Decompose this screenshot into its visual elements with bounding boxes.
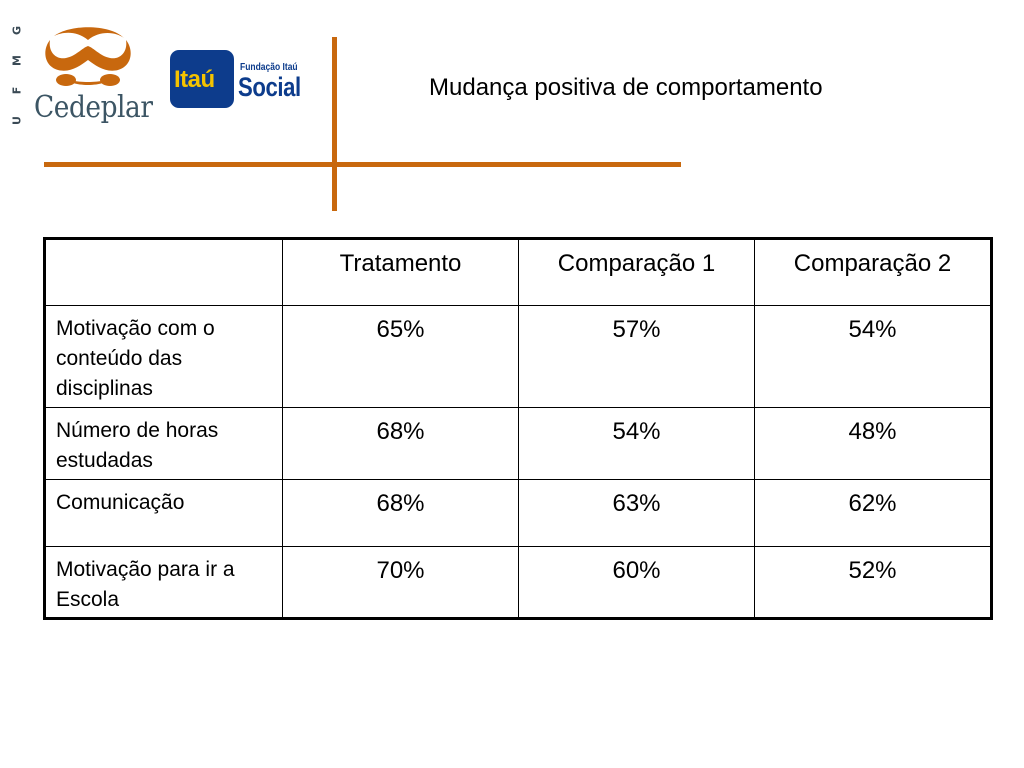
cell-value: 68% [282,407,519,480]
table-header-tratamento: Tratamento [282,238,519,306]
itau-logo-text: Itaú [174,66,215,93]
cell-value: 54% [518,407,755,480]
row-label: Motivação para ir a Escola [44,546,283,619]
cedeplar-logo-mark [45,27,131,86]
ufmg-letter: U [10,116,24,125]
fundacao-itau-text: Fundação Itaú [240,62,298,73]
table-header-comparacao-1: Comparação 1 [518,238,755,306]
table-row: Motivação com o conteúdo das disciplinas… [44,305,992,408]
cell-value: 63% [518,479,755,547]
orange-horizontal-divider [44,162,681,167]
itau-logo: Itaú [170,50,234,108]
ufmg-letter: G [10,25,24,36]
table-row: Motivação para ir a Escola 70% 60% 52% [44,546,992,619]
ufmg-letter: F [10,86,24,95]
table-header-row: Tratamento Comparação 1 Comparação 2 [44,238,992,306]
cedeplar-logo-text: Cedeplar [34,90,153,125]
row-label: Comunicação [44,479,283,547]
cell-value: 57% [518,305,755,408]
cell-value: 54% [754,305,992,408]
cell-value: 70% [282,546,519,619]
results-table: Tratamento Comparação 1 Comparação 2 Mot… [43,237,993,620]
table-row: Comunicação 68% 63% 62% [44,479,992,547]
cell-value: 62% [754,479,992,547]
ufmg-letter: M [10,55,24,66]
table-header-comparacao-2: Comparação 2 [754,238,992,306]
cell-value: 52% [754,546,992,619]
cell-value: 60% [518,546,755,619]
cell-value: 65% [282,305,519,408]
slide-title: Mudança positiva de comportamento [429,74,823,101]
cell-value: 68% [282,479,519,547]
row-label: Número de horas estudadas [44,407,283,480]
table-row: Número de horas estudadas 68% 54% 48% [44,407,992,480]
cell-value: 48% [754,407,992,480]
orange-vertical-divider [332,37,337,211]
social-logo-text: Social [238,72,301,102]
row-label: Motivação com o conteúdo das disciplinas [44,305,283,408]
ufmg-vertical-text: G M F U [8,22,26,132]
table-header-empty [44,238,283,306]
